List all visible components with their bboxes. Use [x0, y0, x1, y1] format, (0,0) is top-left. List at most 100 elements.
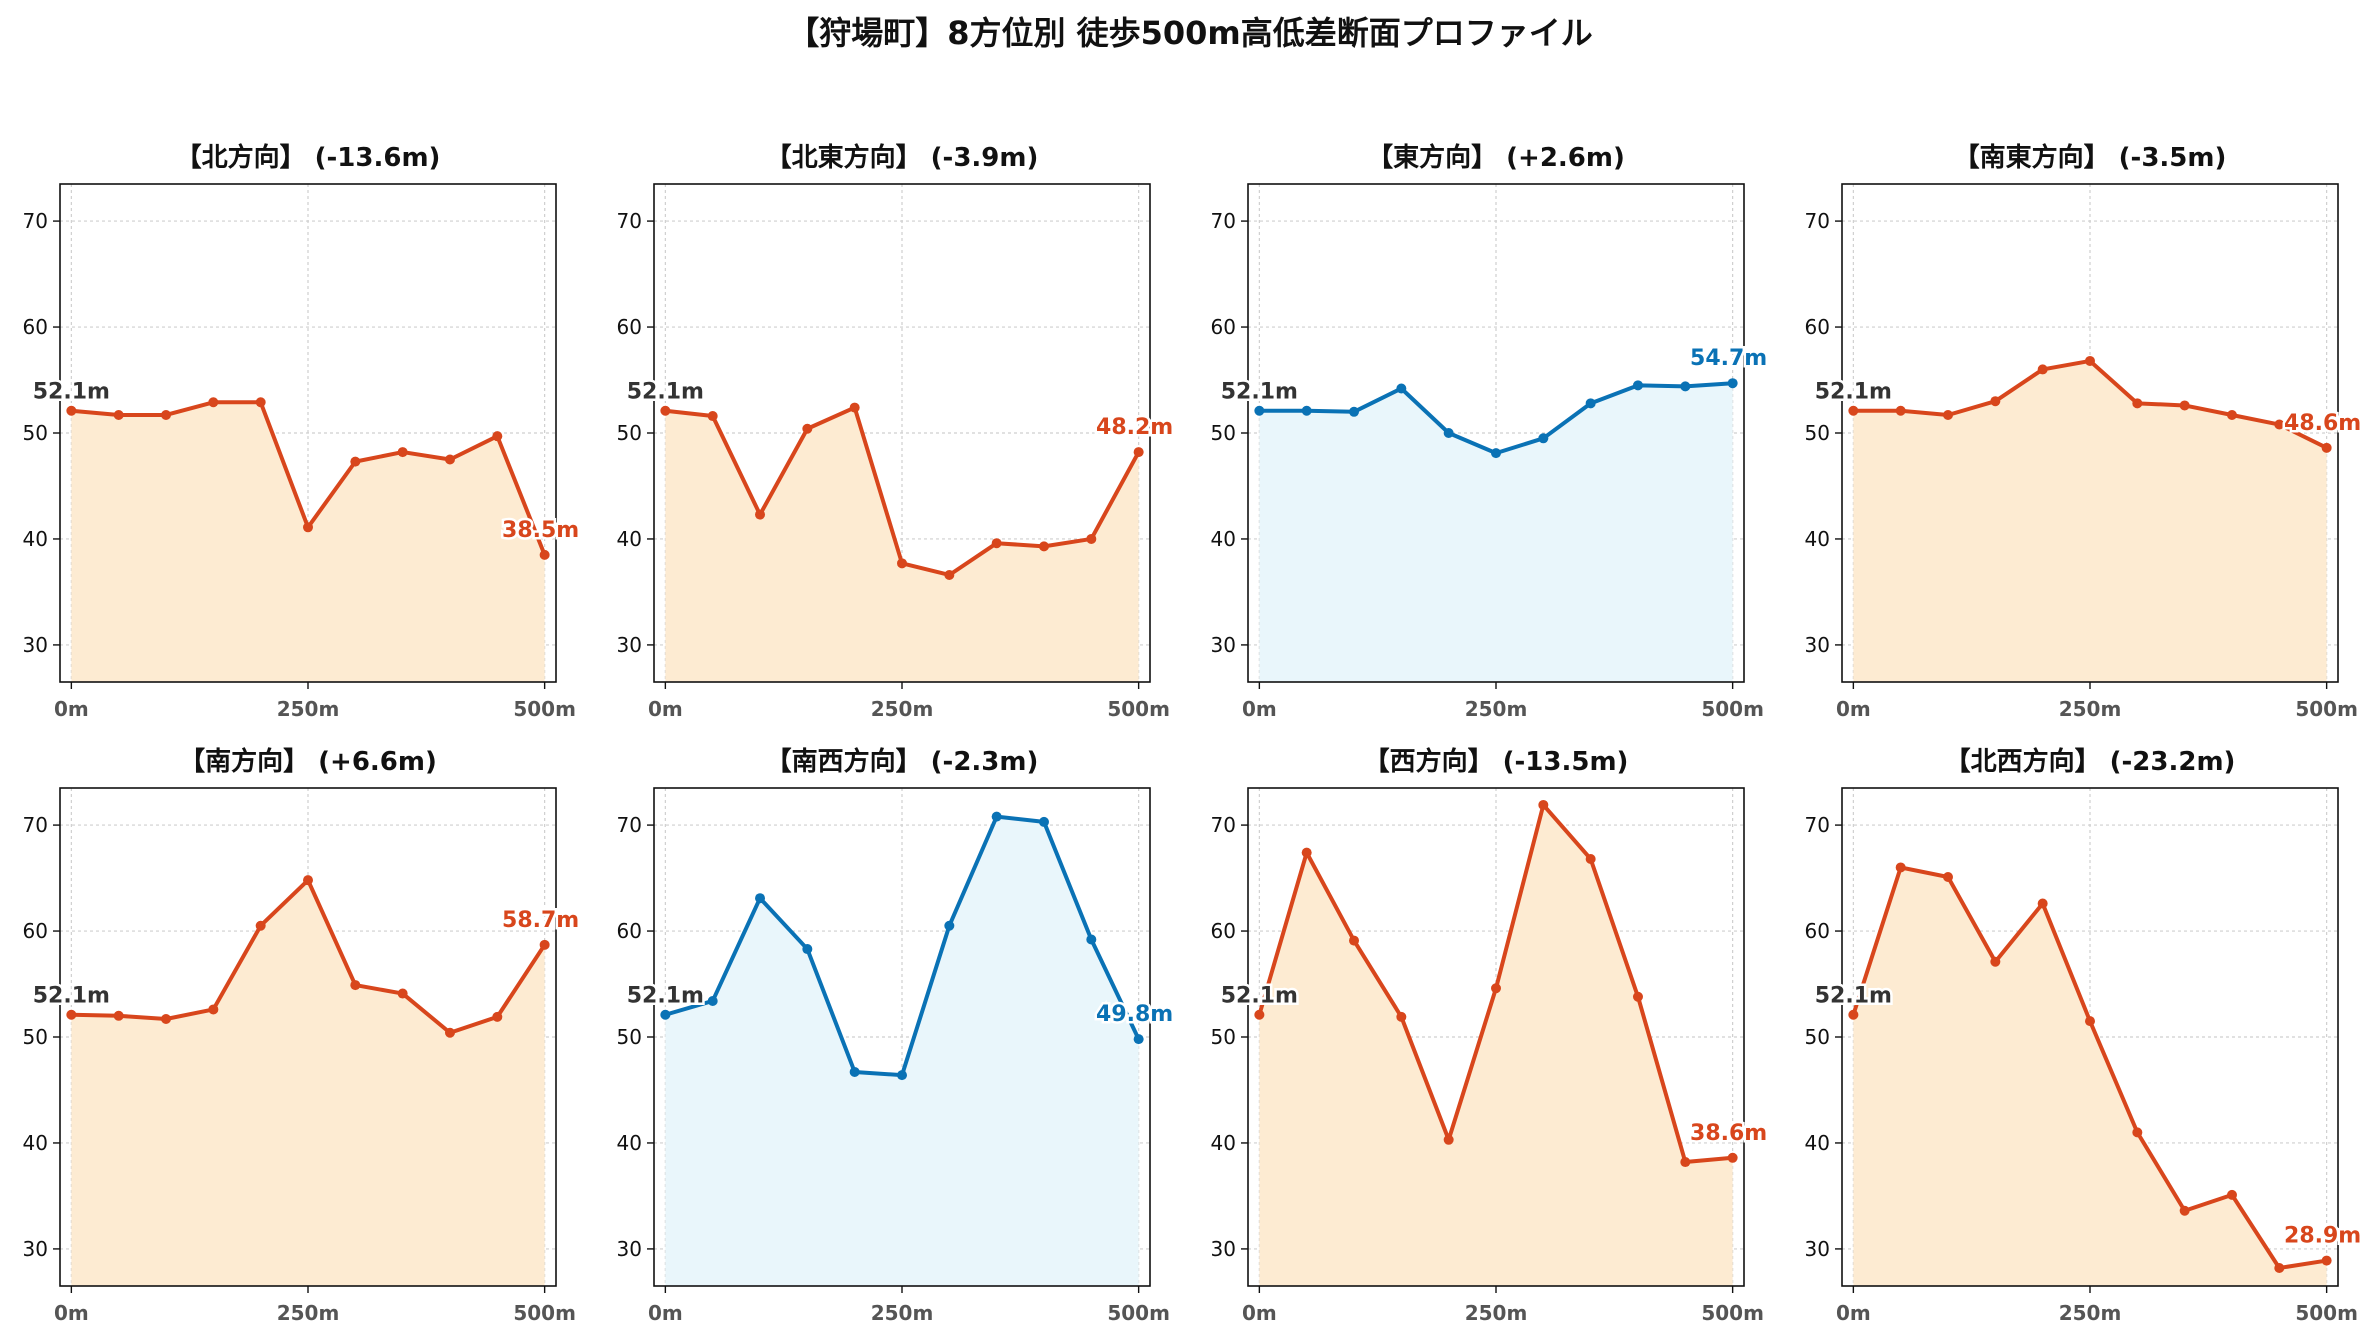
area-fill: [1259, 383, 1733, 682]
end-value-label: 38.6m: [1690, 1121, 1767, 1146]
panel-title: 【北西方向】 (-23.2m): [1945, 746, 2236, 777]
data-point: [1727, 1152, 1738, 1163]
data-point: [849, 1066, 860, 1077]
y-tick-label: 60: [617, 919, 642, 943]
x-tick-label: 500m: [1701, 697, 1764, 721]
data-point: [539, 939, 550, 950]
data-point: [255, 397, 266, 408]
y-tick-label: 70: [23, 209, 48, 233]
area-fill: [71, 880, 545, 1286]
x-tick-label: 250m: [871, 1301, 934, 1325]
data-point: [1585, 398, 1596, 409]
y-tick-label: 60: [1805, 919, 1830, 943]
data-point: [2085, 1016, 2095, 1027]
y-tick-label: 60: [23, 919, 48, 943]
x-tick-label: 250m: [277, 1301, 340, 1325]
start-value-label: 52.1m: [627, 984, 704, 1009]
data-point: [660, 1009, 671, 1020]
data-point: [1254, 405, 1265, 416]
start-value-label: 52.1m: [1815, 984, 1892, 1009]
y-tick-label: 30: [617, 633, 642, 657]
area-fill: [665, 816, 1139, 1286]
data-point: [944, 920, 955, 931]
data-point: [1680, 381, 1691, 392]
area-fill: [1853, 360, 2327, 682]
end-value-label: 38.5m: [502, 518, 579, 543]
data-point: [802, 423, 813, 434]
data-point: [2037, 364, 2048, 375]
data-point: [1133, 447, 1144, 458]
data-point: [161, 409, 172, 420]
data-point: [1254, 1009, 1265, 1020]
y-tick-label: 70: [23, 813, 48, 837]
chart-panel-1: 【北方向】 (-13.6m) 30 40 50 60 70 0m 250m 500m 52.1m 3…: [23, 142, 582, 721]
x-tick-label: 500m: [2295, 1301, 2358, 1325]
data-point: [113, 1010, 124, 1021]
data-point: [303, 875, 313, 886]
start-value-label: 52.1m: [1221, 984, 1298, 1009]
chart-panel-7: 【西方向】 (-13.5m) 30 40 50 60 70 0m 250m 500m 52.1m 3…: [1211, 746, 1770, 1325]
data-point: [1895, 862, 1906, 873]
y-tick-label: 60: [23, 315, 48, 339]
y-tick-label: 40: [617, 1131, 642, 1155]
start-value-label: 52.1m: [1221, 380, 1298, 405]
data-point: [1632, 380, 1643, 391]
figure-title: 【狩場町】8方位別 徒歩500m高低差断面プロファイル: [787, 14, 1593, 52]
y-tick-label: 40: [1211, 1131, 1236, 1155]
x-tick-label: 250m: [1465, 1301, 1528, 1325]
y-tick-label: 70: [617, 813, 642, 837]
chart-panel-8: 【北西方向】 (-23.2m) 30 40 50 60 70 0m 250m 500m 52.1m…: [1805, 746, 2364, 1325]
x-tick-label: 0m: [54, 697, 89, 721]
data-point: [539, 549, 550, 560]
panel-title: 【北東方向】 (-3.9m): [766, 142, 1039, 173]
data-point: [1848, 405, 1859, 416]
data-point: [2132, 398, 2143, 409]
x-tick-label: 250m: [277, 697, 340, 721]
x-tick-label: 250m: [2059, 697, 2122, 721]
panel-title: 【東方向】 (+2.6m): [1367, 142, 1625, 173]
data-point: [1086, 934, 1097, 945]
data-point: [66, 1009, 77, 1020]
data-point: [113, 409, 124, 420]
x-tick-label: 500m: [2295, 697, 2358, 721]
data-point: [1396, 1011, 1407, 1022]
data-point: [1086, 533, 1097, 544]
data-point: [1538, 433, 1549, 444]
chart-panel-3: 【東方向】 (+2.6m) 30 40 50 60 70 0m 250m 500m 52.1m 54…: [1211, 142, 1770, 721]
y-tick-label: 40: [1211, 527, 1236, 551]
data-point: [397, 988, 408, 999]
y-tick-label: 60: [617, 315, 642, 339]
y-tick-label: 70: [1211, 209, 1236, 233]
data-point: [208, 1004, 219, 1015]
data-point: [208, 397, 219, 408]
x-tick-label: 0m: [54, 1301, 89, 1325]
x-tick-label: 0m: [1836, 697, 1871, 721]
data-point: [849, 402, 860, 413]
chart-panel-2: 【北東方向】 (-3.9m) 30 40 50 60 70 0m 250m 500m 52.1m 4…: [617, 142, 1176, 721]
data-point: [1848, 1009, 1859, 1020]
data-point: [492, 1011, 503, 1022]
y-tick-label: 50: [1211, 421, 1236, 445]
end-value-label: 28.9m: [2284, 1224, 2361, 1249]
data-point: [303, 522, 313, 533]
data-point: [2226, 1189, 2237, 1200]
y-tick-label: 50: [23, 1025, 48, 1049]
data-point: [255, 920, 266, 931]
panel-title: 【南東方向】 (-3.5m): [1954, 142, 2227, 173]
data-point: [1680, 1157, 1691, 1168]
x-tick-label: 0m: [1242, 1301, 1277, 1325]
area-fill: [1259, 804, 1733, 1286]
y-tick-label: 30: [1805, 633, 1830, 657]
y-tick-label: 70: [1805, 813, 1830, 837]
data-point: [1585, 853, 1596, 864]
data-point: [1349, 935, 1360, 946]
data-point: [492, 431, 503, 442]
chart-panel-5: 【南方向】 (+6.6m) 30 40 50 60 70 0m 250m 500m 52.1m 58…: [23, 746, 582, 1325]
data-point: [1632, 991, 1643, 1002]
chart-panel-4: 【南東方向】 (-3.5m) 30 40 50 60 70 0m 250m 500m 52.1m 4…: [1805, 142, 2364, 721]
data-point: [1038, 541, 1049, 552]
data-point: [1727, 378, 1738, 389]
data-point: [755, 893, 766, 904]
panel-title: 【西方向】 (-13.5m): [1364, 746, 1629, 777]
y-tick-label: 70: [617, 209, 642, 233]
